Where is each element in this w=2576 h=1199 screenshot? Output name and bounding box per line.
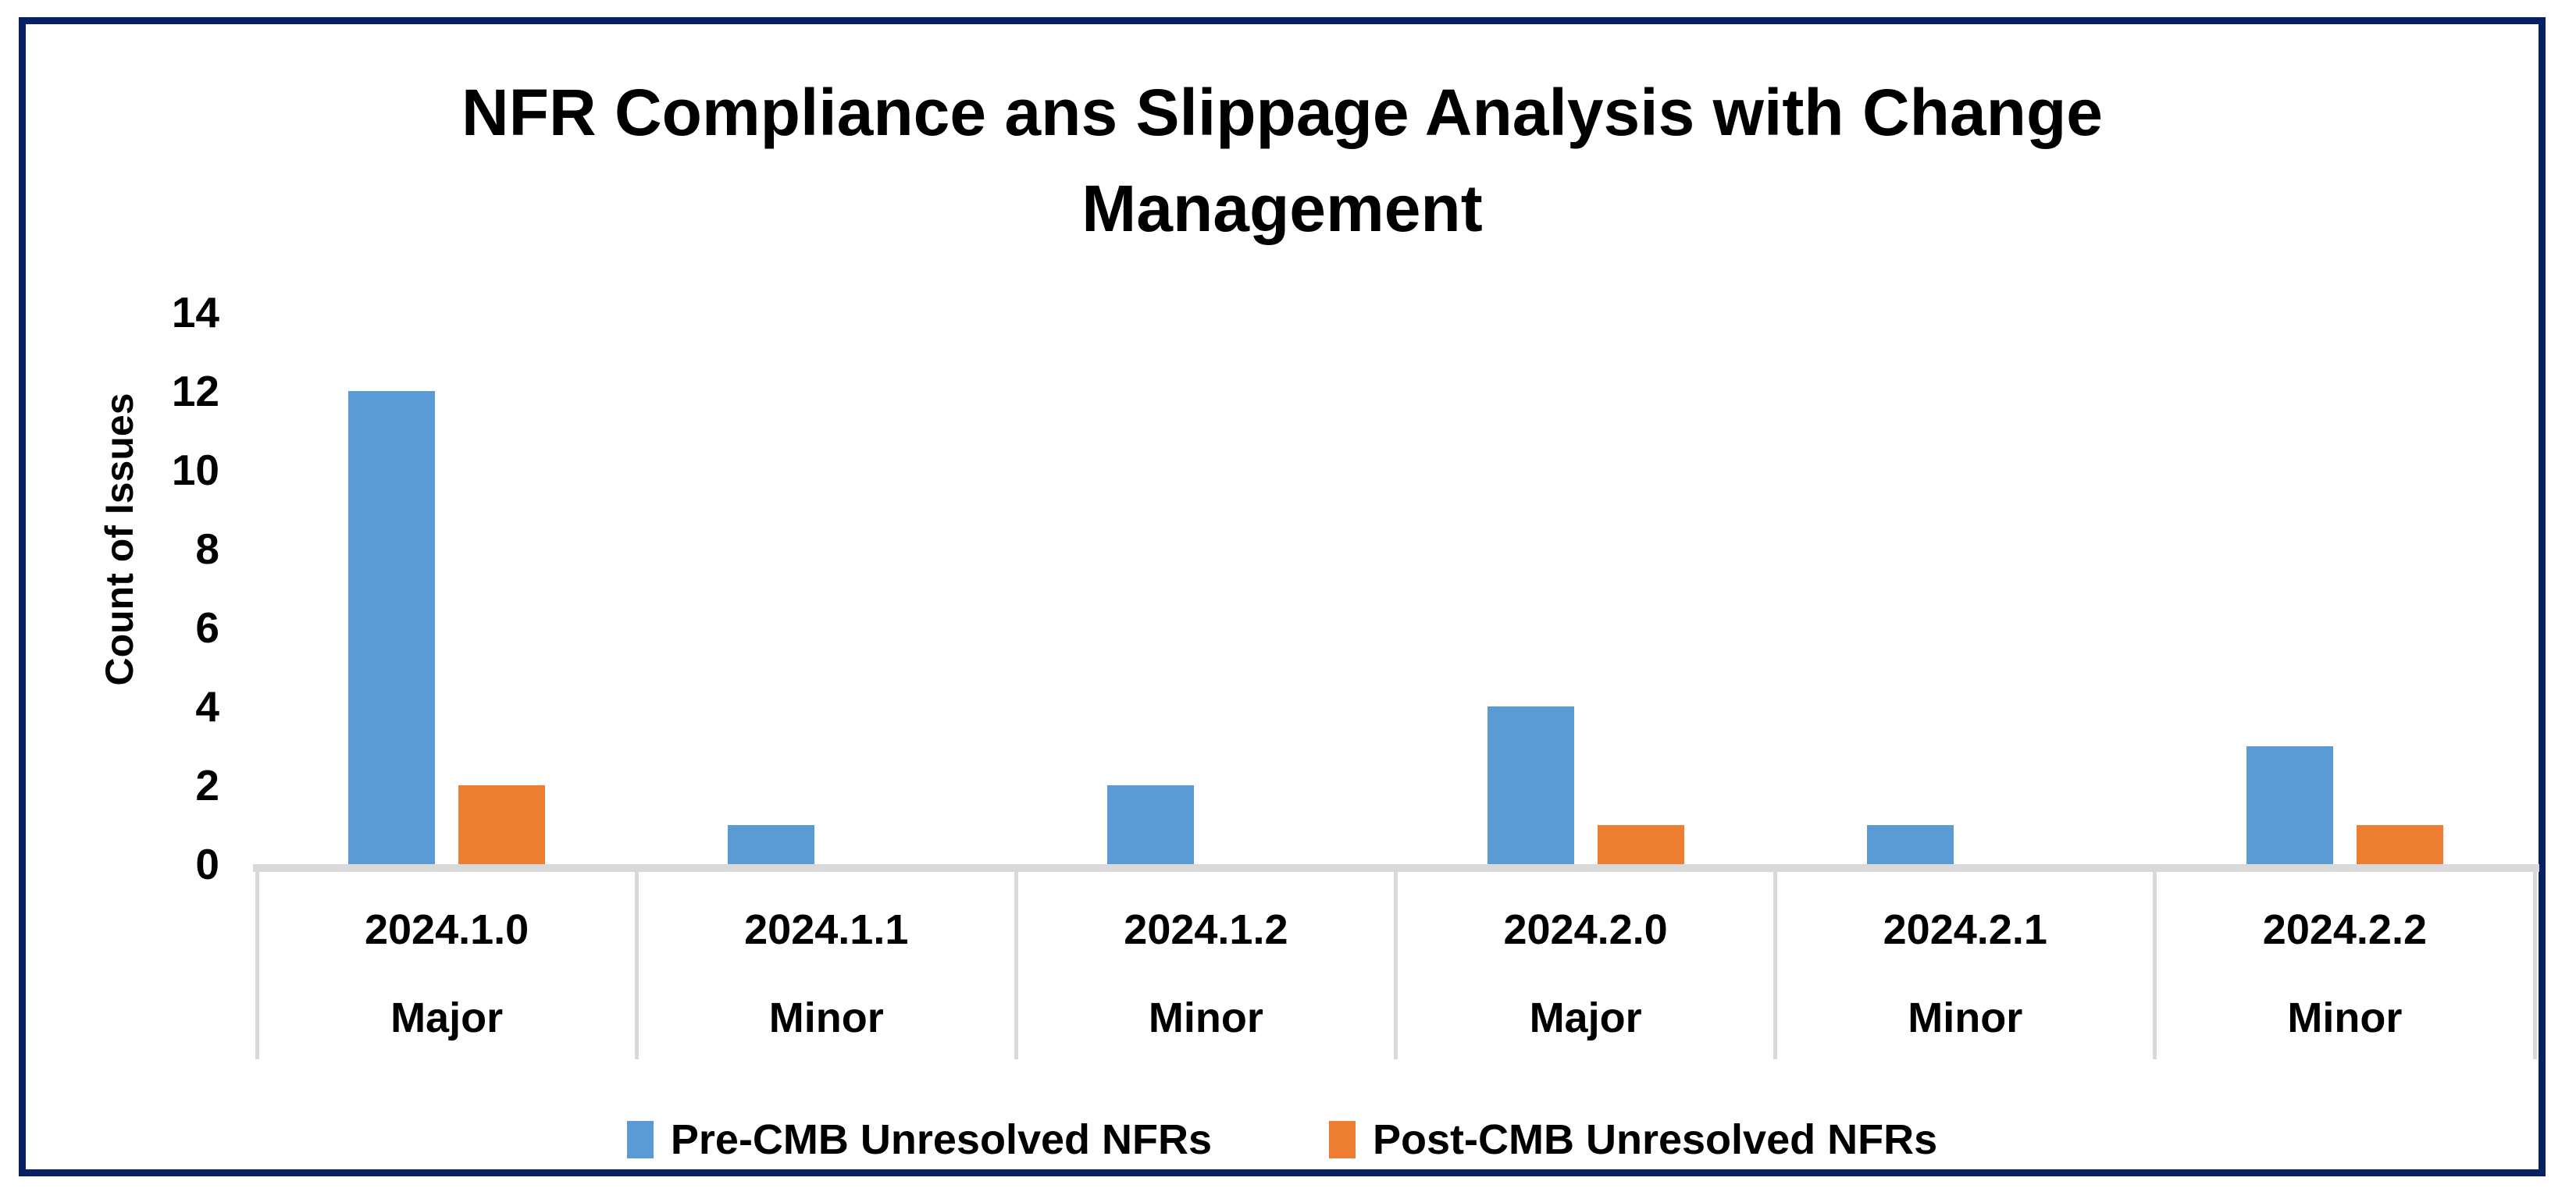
category-version-label: 2024.2.1 [1883, 906, 2047, 953]
y-tick-label: 4 [195, 682, 219, 731]
category-type-label: Minor [2287, 994, 2403, 1041]
category-type-label: Major [390, 994, 504, 1041]
chart-title: NFR Compliance ans Slippage Analysis wit… [461, 76, 2103, 246]
chart-outer-border: NFR Compliance ans Slippage Analysis wit… [19, 17, 2546, 1176]
category-type-label: Minor [1908, 994, 2023, 1041]
bar-pre-cmb-2024.2.0 [1487, 706, 1574, 864]
category-version-label: 2024.1.2 [1124, 906, 1288, 953]
bar-pre-cmb-2024.1.2 [1107, 785, 1195, 864]
bar-pre-cmb-2024.2.2 [2246, 745, 2333, 864]
y-tick-label: 8 [195, 525, 219, 573]
category-type-label: Major [1529, 994, 1642, 1041]
legend-swatch-icon [626, 1121, 654, 1158]
y-tick-label: 12 [171, 367, 219, 415]
y-tick-label: 6 [195, 603, 219, 652]
bar-pre-cmb-2024.2.1 [1866, 824, 1954, 864]
y-tick-label: 14 [171, 288, 219, 336]
bar-post-cmb-2024.2.0 [1597, 824, 1684, 864]
category-version-label: 2024.2.2 [2262, 906, 2428, 953]
category-version-label: 2024.1.0 [364, 906, 529, 953]
legend-label: Post-CMB Unresolved NFRs [1373, 1116, 1938, 1163]
category-separator-line [1014, 864, 1018, 1059]
category-version-label: 2024.1.1 [744, 906, 909, 953]
bar-post-cmb-2024.1.0 [458, 785, 546, 864]
y-tick-label: 0 [195, 840, 219, 888]
category-type-label: Minor [1148, 994, 1263, 1041]
category-separator-line [2532, 864, 2537, 1059]
bar-pre-cmb-2024.1.1 [728, 824, 815, 864]
category-separator-line [255, 864, 259, 1059]
bar-post-cmb-2024.2.2 [2356, 824, 2443, 864]
category-type-label: Minor [768, 994, 884, 1041]
bar-pre-cmb-2024.1.0 [348, 391, 436, 864]
category-separator-line [1394, 864, 1398, 1059]
legend-label: Pre-CMB Unresolved NFRs [670, 1116, 1213, 1163]
legend-item-post-cmb: Post-CMB Unresolved NFRs [1329, 1115, 1937, 1164]
legend-item-pre-cmb: Pre-CMB Unresolved NFRs [626, 1115, 1213, 1164]
category-separator-line [1773, 864, 1778, 1059]
y-tick-label: 10 [171, 446, 219, 494]
y-tick-label: 2 [195, 761, 219, 809]
category-separator-line [2153, 864, 2157, 1059]
category-separator-line [634, 864, 639, 1059]
legend-swatch-icon [1329, 1121, 1356, 1158]
category-version-label: 2024.2.0 [1503, 906, 1668, 953]
legend: Pre-CMB Unresolved NFRs Post-CMB Unresolv… [26, 1115, 2539, 1164]
